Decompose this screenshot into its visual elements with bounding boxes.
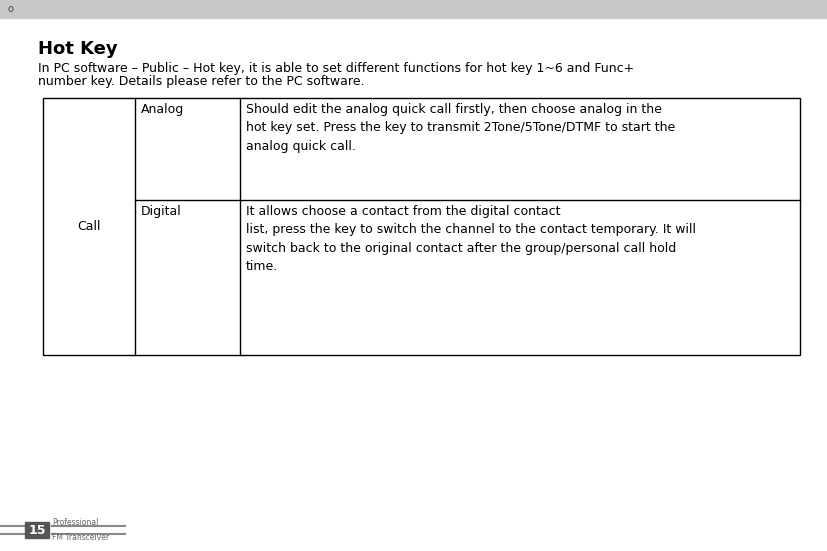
Text: Digital: Digital (141, 205, 182, 218)
Text: number key. Details please refer to the PC software.: number key. Details please refer to the … (38, 75, 365, 88)
Text: 15: 15 (28, 523, 45, 537)
Text: Professional: Professional (52, 518, 98, 527)
Text: FM Transceiver: FM Transceiver (52, 533, 109, 542)
Text: Should edit the analog quick call firstly, then choose analog in the
hot key set: Should edit the analog quick call firstl… (246, 103, 676, 153)
Bar (0, 0, 827, 18)
Bar (25, 522, 49, 538)
Text: Analog: Analog (141, 103, 184, 116)
Text: Call: Call (77, 220, 101, 233)
Bar (43, 98, 800, 355)
Text: It allows choose a contact from the digital contact
list, press the key to switc: It allows choose a contact from the digi… (246, 205, 696, 273)
Text: Hot Key: Hot Key (38, 40, 117, 58)
Text: o: o (8, 4, 14, 14)
Text: In PC software – Public – Hot key, it is able to set different functions for hot: In PC software – Public – Hot key, it is… (38, 62, 634, 75)
